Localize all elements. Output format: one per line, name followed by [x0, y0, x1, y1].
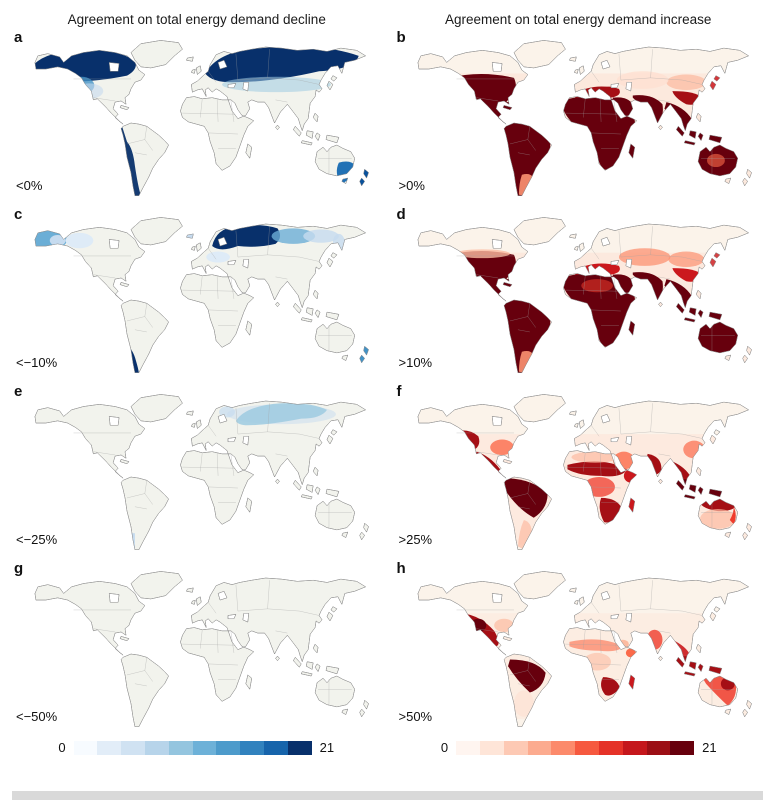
- panel-letter-d: d: [396, 206, 406, 223]
- panel-a: a <0%: [12, 29, 381, 206]
- panel-e: e <−25%: [12, 383, 381, 560]
- panel-letter-c: c: [14, 206, 23, 223]
- colorbar-decline-gradient: [73, 740, 312, 755]
- panel-h: h: [395, 560, 764, 737]
- world-map-increase-50: [416, 570, 752, 728]
- threshold-label-f: >25%: [398, 532, 433, 547]
- overlay-d: [417, 248, 752, 373]
- threshold-label-e: <−25%: [16, 532, 58, 547]
- world-map-decline-50: [34, 570, 370, 728]
- world-map-decline-0: [34, 39, 370, 197]
- world-map-increase-25: [416, 393, 752, 551]
- colorbar-increase: 0 21: [395, 740, 764, 755]
- colorbar-increase-min-label: 0: [440, 740, 449, 755]
- threshold-label-c: <−10%: [16, 355, 58, 370]
- world-map-decline-10: [34, 216, 370, 374]
- world-map-increase-10: [416, 216, 752, 374]
- panel-letter-b: b: [396, 29, 406, 46]
- panel-b: b >0%: [395, 29, 764, 206]
- overlay-c: [34, 224, 369, 373]
- threshold-label-a: <0%: [16, 178, 43, 193]
- threshold-label-g: <−50%: [16, 709, 58, 724]
- panel-g: g <−50%: [12, 560, 381, 737]
- world-map-increase-0: [416, 39, 752, 197]
- colorbar-decline-max-label: 21: [319, 740, 335, 755]
- title-increase: Agreement on total energy demand increas…: [445, 12, 712, 27]
- panel-letter-h: h: [396, 560, 406, 577]
- panel-letter-a: a: [14, 29, 23, 46]
- panel-c: c <−10%: [12, 206, 381, 383]
- panel-f: f: [395, 383, 764, 560]
- colorbar-decline: 0 21: [12, 740, 381, 755]
- threshold-label-d: >10%: [398, 355, 433, 370]
- panel-letter-g: g: [14, 560, 24, 577]
- world-map-decline-25: [34, 393, 370, 551]
- colorbar-decline-min-label: 0: [58, 740, 66, 755]
- colorbar-increase-max-label: 21: [702, 740, 717, 755]
- overlay-f: [417, 430, 752, 549]
- overlay-e: [128, 403, 336, 549]
- column-titles: Agreement on total energy demand decline…: [12, 8, 763, 29]
- threshold-label-b: >0%: [398, 178, 425, 193]
- panel-grid: a <0% b: [12, 29, 763, 737]
- overlay-b: [417, 71, 752, 196]
- bottom-gray-strip: [12, 791, 763, 800]
- threshold-label-h: >50%: [398, 709, 433, 724]
- colorbar-row: 0 21 0 21: [12, 740, 763, 755]
- panel-letter-f: f: [396, 383, 402, 400]
- colorbar-increase-gradient: [456, 740, 695, 755]
- title-decline: Agreement on total energy demand decline: [67, 12, 326, 27]
- panel-d: d >10%: [395, 206, 764, 383]
- panel-letter-e: e: [14, 383, 23, 400]
